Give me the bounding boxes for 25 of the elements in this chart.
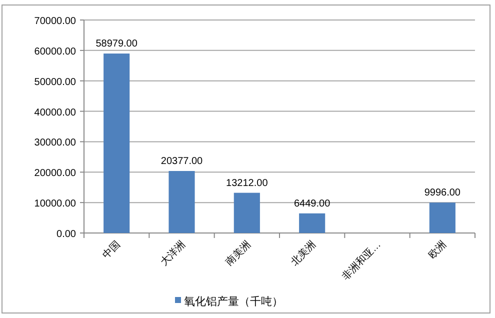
y-tick-label: 40000.00 [34, 107, 76, 118]
data-label: 9996.00 [424, 188, 461, 199]
x-tick-label: 非洲和亚… [340, 238, 384, 282]
y-tick-label: 20000.00 [34, 168, 76, 180]
data-label: 20377.00 [160, 156, 204, 167]
y-tick-label: 70000.00 [34, 16, 76, 27]
bar [429, 202, 456, 233]
data-label: 58979.00 [96, 38, 138, 50]
data-label: 6449.00 [294, 198, 331, 210]
data-label: 13212.00 [226, 178, 268, 189]
y-tick-label: 30000.00 [34, 138, 76, 149]
bar [299, 213, 326, 233]
x-tick-label: 欧洲 [426, 238, 449, 262]
bar [168, 170, 195, 233]
bar [104, 54, 130, 233]
x-tick-label: 大洋洲 [158, 238, 188, 268]
x-tick-label: 南美洲 [223, 238, 254, 268]
y-tick-label: 50000.00 [34, 76, 76, 88]
legend-label: 氧化铝产量（千吨） [184, 295, 283, 308]
y-tick-label: 0.00 [56, 229, 76, 240]
bar [234, 192, 260, 233]
y-tick-label: 60000.00 [34, 46, 76, 58]
y-tick-label: 10000.00 [34, 198, 76, 210]
x-tick-label: 中国 [100, 238, 123, 262]
x-tick-label: 北美洲 [288, 238, 318, 268]
